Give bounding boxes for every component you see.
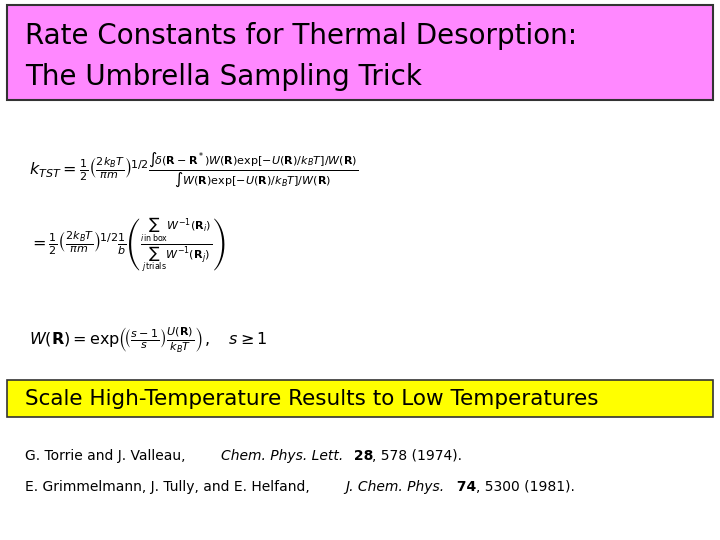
Text: $W(\mathbf{R}) = \exp\!\left(\!\left(\frac{s-1}{s}\right)\frac{U(\mathbf{R})}{k_: $W(\mathbf{R}) = \exp\!\left(\!\left(\fr… [29,325,267,355]
Text: 74: 74 [452,480,477,494]
FancyBboxPatch shape [7,5,713,100]
Text: Chem. Phys. Lett.: Chem. Phys. Lett. [221,449,343,463]
FancyBboxPatch shape [7,380,713,417]
Text: $= \frac{1}{2}\left(\frac{2k_BT}{\pi m}\right)^{\!1/2}\frac{1}{b}\left(\frac{\su: $= \frac{1}{2}\left(\frac{2k_BT}{\pi m}\… [29,217,225,275]
Text: J. Chem. Phys.: J. Chem. Phys. [346,480,445,494]
Text: Rate Constants for Thermal Desorption:: Rate Constants for Thermal Desorption: [25,22,577,50]
Text: , 5300 (1981).: , 5300 (1981). [476,480,575,494]
Text: E. Grimmelmann, J. Tully, and E. Helfand,: E. Grimmelmann, J. Tully, and E. Helfand… [25,480,315,494]
Text: The Umbrella Sampling Trick: The Umbrella Sampling Trick [25,63,422,91]
Text: 28: 28 [349,449,374,463]
Text: , 578 (1974).: , 578 (1974). [372,449,462,463]
Text: $k_{TST} = \frac{1}{2}\left(\frac{2k_BT}{\pi m}\right)^{\!1/2}\frac{\int\!\delta: $k_{TST} = \frac{1}{2}\left(\frac{2k_BT}… [29,151,358,190]
Text: G. Torrie and J. Valleau,: G. Torrie and J. Valleau, [25,449,190,463]
Text: Scale High-Temperature Results to Low Temperatures: Scale High-Temperature Results to Low Te… [25,388,599,409]
